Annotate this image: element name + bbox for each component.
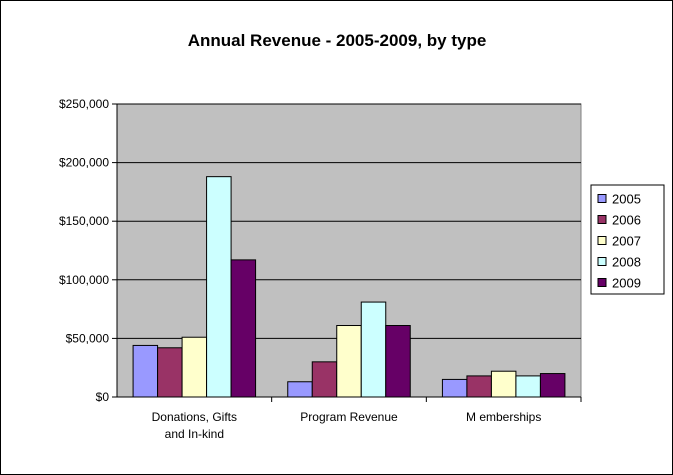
x-tick-label: and In-kind: [165, 427, 224, 441]
bar-2006-1: [311, 361, 338, 398]
bar-2005-0: [132, 344, 159, 398]
legend: 2005 2006 2007 2008 2009: [590, 184, 665, 295]
legend-label-2006: 2006: [612, 213, 641, 228]
y-tick-label: $150,000: [59, 214, 109, 228]
legend-swatch-2009: [597, 278, 607, 287]
legend-label-2005: 2005: [612, 192, 641, 207]
bar-2005-2: [441, 378, 468, 398]
legend-swatch-2007: [597, 236, 607, 245]
bar-2008-1: [360, 301, 387, 398]
bar-2009-2: [539, 373, 566, 398]
x-tick-label: Program Revenue: [300, 410, 398, 424]
y-tick-label: $250,000: [59, 97, 109, 111]
y-tick-label: $200,000: [59, 156, 109, 170]
bar-2007-0: [181, 336, 208, 398]
bar-2005-1: [287, 381, 313, 398]
legend-swatch-2005: [597, 194, 607, 203]
x-tick-label: Donations, Gifts: [152, 410, 237, 424]
bar-2006-0: [157, 347, 183, 398]
bar-2008-0: [206, 176, 232, 398]
y-tick-label: $50,000: [66, 331, 110, 345]
legend-swatch-2008: [597, 257, 607, 266]
bar-2009-0: [230, 259, 257, 398]
bar-2006-2: [466, 375, 492, 398]
legend-swatch-2006: [597, 215, 607, 224]
plot-area: $0 $50,000 $100,000 $150,000 $200,000 $250,00…: [59, 97, 582, 441]
y-tick-label: $100,000: [59, 273, 109, 287]
bar-2008-2: [515, 375, 541, 398]
y-tick-label: $0: [96, 390, 110, 404]
bar-2007-2: [490, 370, 517, 398]
bar-2009-1: [385, 325, 411, 398]
x-tick-label: M emberships: [466, 410, 541, 424]
legend-label-2009: 2009: [612, 276, 641, 291]
bar-2007-1: [336, 325, 362, 398]
legend-label-2007: 2007: [612, 234, 641, 249]
legend-label-2008: 2008: [612, 255, 641, 270]
chart-title: Annual Revenue - 2005-2009, by type: [188, 31, 487, 50]
